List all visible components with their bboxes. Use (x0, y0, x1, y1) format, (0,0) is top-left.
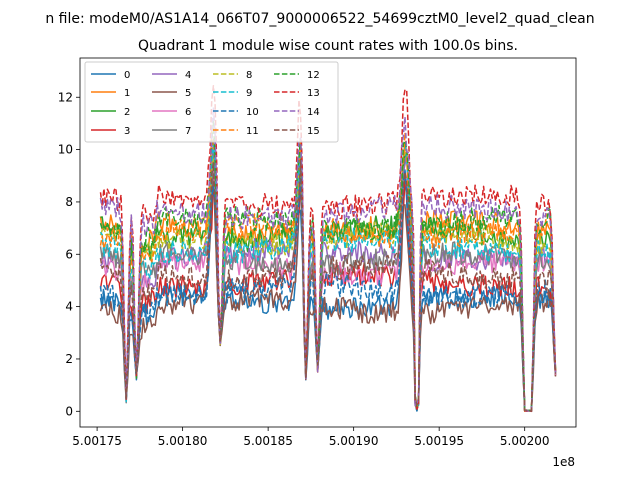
x-tick-label: 5.00190 (329, 434, 379, 448)
x-tick-label: 5.00185 (243, 434, 293, 448)
legend-label-8: 8 (246, 70, 252, 81)
y-tick-label: 8 (65, 195, 73, 209)
y-tick-label: 12 (58, 90, 73, 104)
x-tick-label: 5.00175 (72, 434, 122, 448)
series-line-14 (99, 106, 557, 412)
legend-label-15: 15 (307, 126, 320, 137)
series-layer (99, 84, 557, 413)
x-tick-label: 5.00200 (500, 434, 550, 448)
x-tick-label: 5.00195 (414, 434, 464, 448)
x-offset-text: 1e8 (552, 455, 575, 469)
series-line-3 (99, 173, 557, 412)
legend-label-13: 13 (307, 88, 320, 99)
chart-title: Quadrant 1 module wise count rates with … (138, 38, 518, 54)
series-line-8 (99, 150, 557, 412)
legend-label-3: 3 (124, 126, 130, 137)
series-line-5 (99, 168, 557, 412)
legend-box (84, 61, 339, 143)
figure-suptitle: n file: modeM0/AS1A14_066T07_9000006522_… (45, 11, 594, 27)
legend-label-10: 10 (246, 107, 259, 118)
series-line-2 (100, 152, 557, 412)
ticks-layer: 5.00175 5.00180 5.00185 5.00190 5.00195 5.002… (58, 90, 550, 448)
legend-label-12: 12 (307, 70, 320, 81)
axes-frame (79, 57, 577, 428)
legend-label-0: 0 (124, 70, 130, 81)
series-line-9 (99, 139, 557, 412)
legend-label-4: 4 (185, 70, 191, 81)
y-tick-label: 2 (65, 352, 73, 366)
legend-label-11: 11 (246, 126, 259, 137)
x-tick-label: 5.00180 (158, 434, 208, 448)
legend-label-6: 6 (185, 107, 191, 118)
legend-label-14: 14 (307, 107, 320, 118)
series-line-15 (99, 158, 557, 412)
series-line-11 (99, 128, 557, 412)
y-tick-label: 0 (65, 404, 73, 418)
series-line-12 (99, 120, 557, 412)
legend-label-1: 1 (124, 88, 130, 99)
y-tick-label: 10 (58, 143, 73, 157)
y-tick-label: 4 (65, 300, 73, 314)
legend-label-7: 7 (185, 126, 191, 137)
legend-label-9: 9 (246, 88, 252, 99)
series-line-10 (99, 170, 557, 412)
legend-label-5: 5 (185, 88, 191, 99)
y-tick-label: 6 (65, 247, 73, 261)
legend-label-2: 2 (124, 107, 130, 118)
